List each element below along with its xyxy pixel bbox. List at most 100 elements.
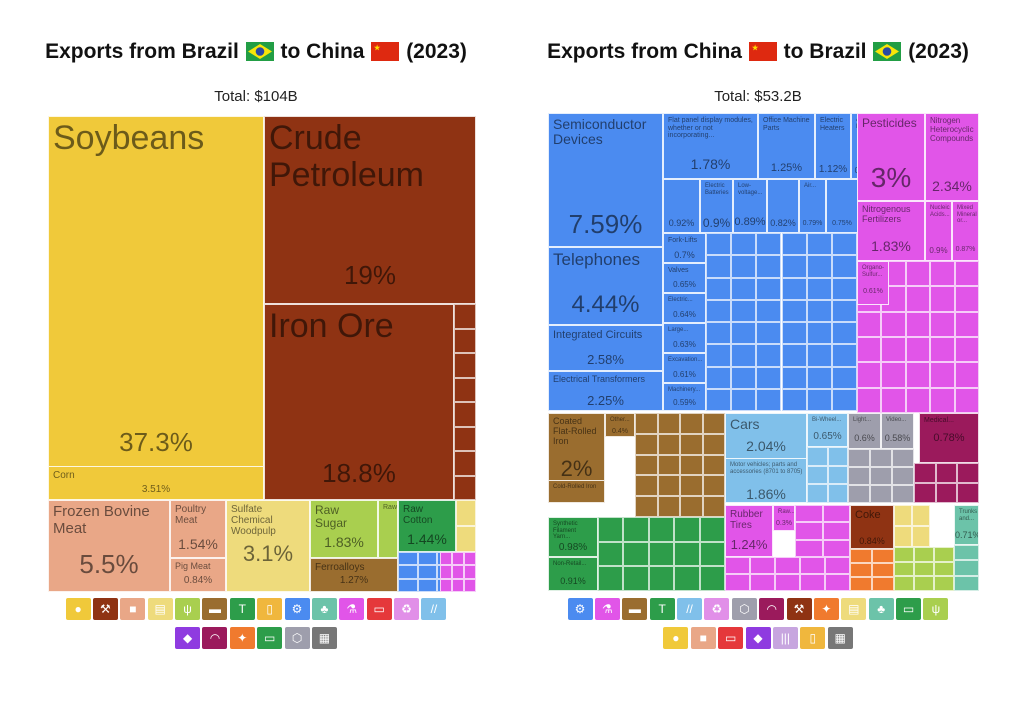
animal-hides-icon[interactable]: ♣ xyxy=(868,598,894,620)
minor-export-tile xyxy=(417,565,437,579)
mineral-products-icon[interactable]: ⚒ xyxy=(92,598,118,620)
tile-low-voltage[interactable]: Low-voltage... 0.89% xyxy=(733,179,767,233)
tile-frozen-bovine-meat[interactable]: Frozen Bovine Meat 5.5% xyxy=(48,500,170,592)
tile-trunks-and[interactable]: Trunks and... 0.71% xyxy=(954,505,979,545)
vegetable-products-icon[interactable]: ● xyxy=(65,598,91,620)
tile-label: Frozen Bovine Meat xyxy=(53,503,150,537)
animal-vegetable-fats-icon[interactable]: ▯ xyxy=(257,598,283,620)
tile-air[interactable]: Air... 0.79% xyxy=(799,179,826,233)
arts-antiques-icon[interactable]: ▦ xyxy=(311,627,337,649)
stone-glass-icon[interactable]: ✦ xyxy=(229,627,255,649)
animal-products-icon[interactable]: ■ xyxy=(690,627,716,649)
tile-office-machine-parts[interactable]: Office Machine Parts 1.25% xyxy=(758,113,815,179)
tile-integrated-circuits[interactable]: Integrated Circuits 2.58% xyxy=(548,325,663,371)
minor-export-tile xyxy=(781,277,807,300)
tile-semiconductor-devices[interactable]: Semiconductor Devices 7.59% xyxy=(548,113,663,247)
tile-soybeans[interactable]: Soybeans 37.3% xyxy=(48,116,264,500)
tile-corn[interactable]: Corn 3.51% xyxy=(48,466,264,500)
machines-icon[interactable]: ⚙ xyxy=(284,598,310,620)
chemical-products-icon[interactable]: ⚗ xyxy=(339,598,365,620)
tile-motor-vehicles-parts-and-accessories-8701-to-8705[interactable]: Motor vehicles; parts and accessories (8… xyxy=(725,458,807,503)
tile-valves[interactable]: Valves 0.65% xyxy=(663,263,706,293)
tile-large[interactable]: Large... 0.63% xyxy=(663,323,706,353)
tile-machinery[interactable]: Machinery... 0.59% xyxy=(663,383,706,411)
tile-coke[interactable]: Coke 0.84% xyxy=(850,505,894,549)
tile-item-9[interactable]: 0.82% xyxy=(767,179,799,233)
minor-export-tile xyxy=(699,517,725,542)
precious-metals-icon[interactable]: ◆ xyxy=(745,627,771,649)
tile-bi-wheel[interactable]: Bi-Wheel... 0.65% xyxy=(807,413,848,447)
instruments-icon[interactable]: ◠ xyxy=(759,598,785,620)
footwear-headwear-icon[interactable]: ▭ xyxy=(257,627,283,649)
tile-electric-batteries[interactable]: Electric Batteries 0.9% xyxy=(700,179,733,233)
miscellaneous-icon[interactable]: ♻ xyxy=(394,598,420,620)
vegetable-products-icon[interactable]: ● xyxy=(663,627,689,649)
tile-nitrogenous-fertilizers[interactable]: Nitrogenous Fertilizers 1.83% xyxy=(857,201,925,261)
tile-pig-meat[interactable]: Pig Meat 0.84% xyxy=(170,558,226,592)
tile-iron-ore[interactable]: Iron Ore 18.8% xyxy=(264,304,454,500)
tile-rubber-tires[interactable]: Rubber Tires 1.24% xyxy=(725,505,773,557)
transportation-icon[interactable]: // xyxy=(677,598,703,620)
tile-excavation[interactable]: Excavation... 0.61% xyxy=(663,353,706,383)
minor-export-tile xyxy=(930,261,955,287)
animal-vegetable-fats-icon[interactable]: ▯ xyxy=(800,627,826,649)
tile-sulfate-chemical-woodpulp[interactable]: Sulfate Chemical Woodpulp 3.1% xyxy=(226,500,310,592)
miscellaneous-icon[interactable]: ♻ xyxy=(704,598,730,620)
plastics-icon[interactable]: ▭ xyxy=(718,627,744,649)
chemical-products-icon[interactable]: ⚗ xyxy=(594,598,620,620)
foodstuffs-icon[interactable]: ψ xyxy=(923,598,949,620)
tile-pesticides[interactable]: Pesticides 3% xyxy=(857,113,925,201)
tile-medical[interactable]: Medical... 0.78% xyxy=(919,413,979,463)
paper-goods-icon[interactable]: ▤ xyxy=(841,598,867,620)
plastics-rubbers-icon[interactable]: ▭ xyxy=(366,598,392,620)
tile-non-retail[interactable]: Non-Retail... 0.91% xyxy=(548,557,598,591)
tile-crude-petroleum[interactable]: Crude Petroleum 19% xyxy=(264,116,476,304)
transportation-icon[interactable]: // xyxy=(421,598,447,620)
wood-products-icon[interactable]: ⬡ xyxy=(284,627,310,649)
brazil-flag-icon xyxy=(873,42,902,61)
instruments-icon[interactable]: ◠ xyxy=(202,627,228,649)
tile-percent: 0.75% xyxy=(832,220,852,227)
tile-item-11[interactable]: 0.75% xyxy=(826,179,858,233)
tile-item-8[interactable]: 0.92% xyxy=(663,179,700,233)
animal-products-icon[interactable]: ■ xyxy=(120,598,146,620)
stone-glass-icon[interactable]: ⬡ xyxy=(731,598,757,620)
tile-raw-sugar[interactable]: Raw Sugar 1.83% xyxy=(310,500,378,558)
tile-nucleic-acids[interactable]: Nucleic Acids... 0.9% xyxy=(925,201,952,261)
tile-organo-sulfur[interactable]: Organo-Sulfur... 0.61% xyxy=(857,261,889,305)
tile-ferroalloys[interactable]: Ferroalloys 1.27% xyxy=(310,558,398,592)
tile-other[interactable]: Other... 0.4% xyxy=(605,413,635,437)
tile-raw-cotton[interactable]: Raw Cotton 1.44% xyxy=(398,500,456,552)
tile-poultry-meat[interactable]: Poultry Meat 1.54% xyxy=(170,500,226,558)
textiles-icon[interactable]: T xyxy=(649,598,675,620)
animal-hides-icon[interactable]: ♣ xyxy=(311,598,337,620)
arts-antiques-icon[interactable]: ▦ xyxy=(827,627,853,649)
tile-video[interactable]: Video... 0.58% xyxy=(881,413,914,449)
tile-mixed-mineral-or[interactable]: Mixed Mineral or... 0.87% xyxy=(952,201,979,261)
tile-telephones[interactable]: Telephones 4.44% xyxy=(548,247,663,325)
tile-cold-rolled-iron[interactable]: Cold-Rolled Iron xyxy=(548,480,605,503)
tile-electrical-transformers[interactable]: Electrical Transformers 2.25% xyxy=(548,371,663,411)
tile-light[interactable]: Light... 0.6% xyxy=(848,413,881,449)
foodstuffs-icon[interactable]: ψ xyxy=(175,598,201,620)
tile-fork-lifts[interactable]: Fork-Lifts 0.7% xyxy=(663,233,706,263)
metals-icon[interactable]: ▬ xyxy=(622,598,648,620)
tile-label: Rubber Tires xyxy=(730,509,763,531)
tile-raw[interactable]: Raw... 0.3% xyxy=(773,505,795,531)
tile-nitrogen-heterocyclic-compounds[interactable]: Nitrogen Heterocyclic Compounds 2.34% xyxy=(925,113,979,201)
wood-products-icon[interactable]: ||| xyxy=(772,627,798,649)
mineral-products-icon[interactable]: ⚒ xyxy=(786,598,812,620)
tile-electric-heaters[interactable]: Electric Heaters 1.12% xyxy=(815,113,851,179)
metals-icon[interactable]: ▬ xyxy=(202,598,228,620)
precious-metals-icon[interactable]: ◆ xyxy=(175,627,201,649)
tile-electric[interactable]: Electric... 0.64% xyxy=(663,293,706,323)
tile-raw[interactable]: Raw... xyxy=(378,500,398,558)
textiles-icon[interactable]: T xyxy=(229,598,255,620)
legend-icon-glyph: ● xyxy=(74,602,82,616)
plastics-rubbers-icon[interactable]: ✦ xyxy=(813,598,839,620)
tile-synthetic-filament-yarn[interactable]: Synthetic Filament Yarn... 0.98% xyxy=(548,517,598,557)
machines-icon[interactable]: ⚙ xyxy=(567,598,593,620)
tile-flat-panel-display-modules-whether-or-not-incorporating[interactable]: Flat panel display modules, whether or n… xyxy=(663,113,758,179)
paper-goods-icon[interactable]: ▤ xyxy=(147,598,173,620)
footwear-headwear-icon[interactable]: ▭ xyxy=(896,598,922,620)
